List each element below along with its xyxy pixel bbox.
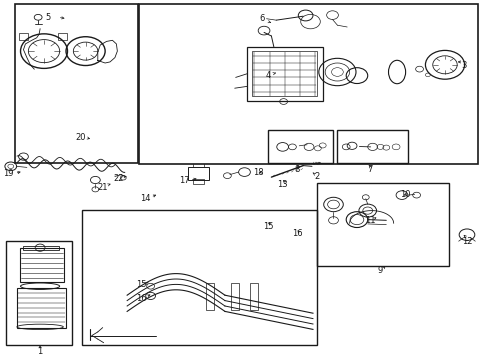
Text: 7: 7 (366, 165, 371, 174)
Bar (15, 4, 138, 163)
Text: 5: 5 (45, 13, 50, 22)
Bar (20, 248, 63, 282)
Text: 13: 13 (277, 180, 287, 189)
Text: 12: 12 (461, 237, 471, 246)
Bar (337, 130, 407, 163)
Bar (6, 241, 72, 345)
Bar (251, 51, 316, 96)
Text: 20: 20 (75, 133, 86, 142)
Bar (17, 288, 66, 328)
Text: 16: 16 (291, 230, 302, 239)
Bar (267, 130, 332, 163)
Text: 15: 15 (136, 280, 147, 289)
Bar (23, 246, 59, 250)
Text: 22: 22 (113, 174, 123, 183)
Bar (19, 33, 28, 40)
Text: 10: 10 (399, 190, 409, 199)
Text: 14: 14 (140, 194, 151, 203)
Bar (246, 47, 322, 101)
Text: 9: 9 (377, 266, 382, 275)
Bar (139, 4, 477, 164)
Text: 21: 21 (97, 183, 108, 192)
Bar (188, 167, 209, 180)
Bar (250, 283, 258, 310)
Text: 6: 6 (259, 14, 264, 23)
Text: 18: 18 (252, 168, 263, 177)
Bar (193, 179, 204, 184)
Text: 4: 4 (265, 71, 270, 80)
Bar (230, 283, 238, 310)
Text: 17: 17 (179, 176, 190, 185)
Text: 2: 2 (314, 172, 319, 181)
Bar (82, 210, 316, 345)
Bar (316, 183, 448, 266)
Text: 15: 15 (262, 222, 273, 231)
Text: 8: 8 (294, 165, 299, 174)
Text: 3: 3 (460, 61, 465, 70)
Text: 11: 11 (365, 216, 375, 225)
Bar (58, 33, 67, 40)
Text: 1: 1 (38, 346, 42, 356)
Text: 16: 16 (136, 294, 147, 303)
Text: 19: 19 (3, 169, 14, 178)
Bar (206, 283, 214, 310)
